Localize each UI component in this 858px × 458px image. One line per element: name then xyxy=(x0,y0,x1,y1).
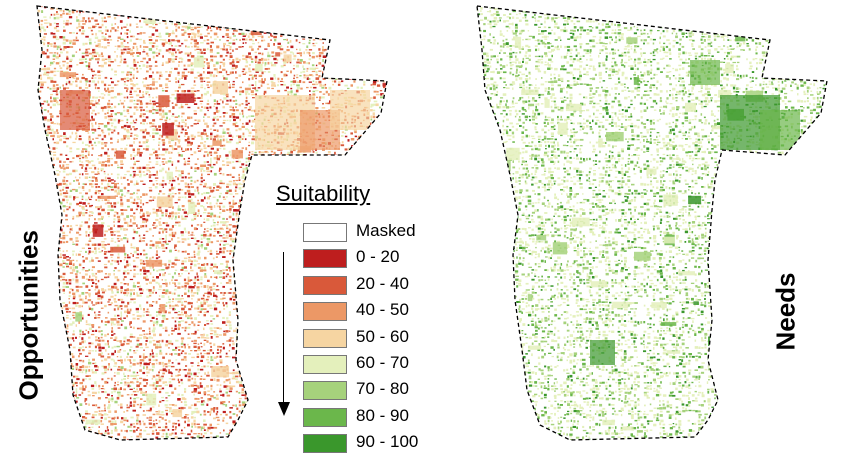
opportunities-label: Opportunities xyxy=(14,231,45,401)
legend-swatch xyxy=(303,276,347,295)
legend-swatch xyxy=(303,249,347,268)
legend-swatch xyxy=(303,223,347,242)
legend-swatch xyxy=(303,408,347,427)
legend-swatch xyxy=(303,434,347,453)
legend-swatch xyxy=(303,355,347,374)
legend-title: Suitability xyxy=(276,181,370,207)
legend-swatch xyxy=(303,302,347,321)
legend-swatch xyxy=(303,329,347,348)
legend-swatch xyxy=(303,381,347,400)
needs-label: Needs xyxy=(771,262,802,362)
arrow-down-icon xyxy=(278,252,290,420)
